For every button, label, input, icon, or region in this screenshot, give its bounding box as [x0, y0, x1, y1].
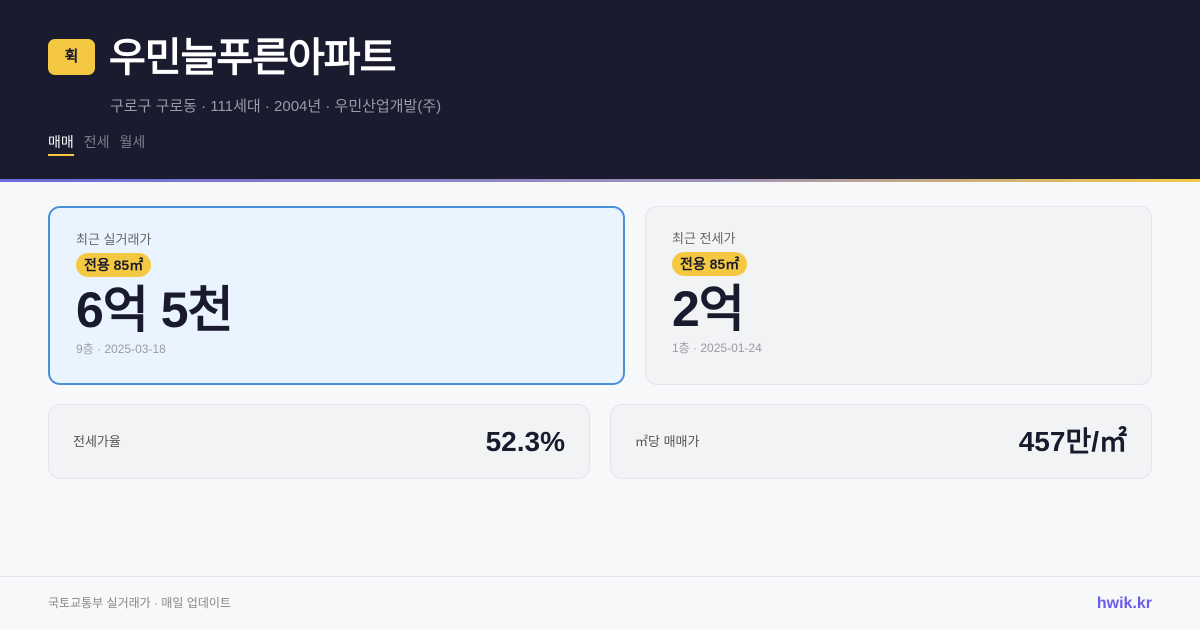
- per-area-value: 457만/㎡: [1018, 425, 1127, 457]
- tab-jeonse[interactable]: 전세: [83, 134, 110, 150]
- page-title: 우민늘푸른아파트: [109, 36, 396, 80]
- accent-divider: [0, 179, 1200, 182]
- deal-type-tabs: 매매 전세 월세: [48, 133, 145, 156]
- price-per-area-card: ㎡당 매매가 457만/㎡: [610, 404, 1152, 479]
- header: 휙 우민늘푸른아파트 구로구 구로동 · 111세대 · 2004년 · 우민산…: [0, 0, 1200, 179]
- tab-sale[interactable]: 매매: [48, 133, 74, 156]
- jeonse-price: 2억: [672, 281, 745, 337]
- recent-jeonse-card: 최근 전세가 전용 85㎡ 2억 1층 · 2025-01-24: [645, 206, 1152, 385]
- sale-meta: 9층 · 2025-03-18: [76, 342, 166, 356]
- per-area-label: ㎡당 매매가: [635, 433, 700, 449]
- area-badge: 전용 85㎡: [76, 253, 152, 277]
- brand-link[interactable]: hwik.kr: [1096, 594, 1152, 612]
- ratio-value: 52.3%: [485, 425, 565, 457]
- apartment-info: 구로구 구로동 · 111세대 · 2004년 · 우민산업개발(주): [110, 98, 442, 115]
- tab-monthly[interactable]: 월세: [119, 134, 146, 150]
- ratio-label: 전세가율: [73, 433, 121, 449]
- logo: 휙: [48, 39, 95, 75]
- jeonse-meta: 1층 · 2025-01-24: [672, 341, 762, 355]
- card-label: 최근 실거래가: [76, 232, 152, 247]
- data-source: 국토교통부 실거래가 · 매일 업데이트: [48, 596, 231, 610]
- jeonse-ratio-card: 전세가율 52.3%: [48, 404, 590, 479]
- card-label: 최근 전세가: [672, 231, 736, 246]
- footer: 국토교통부 실거래가 · 매일 업데이트 hwik.kr: [0, 576, 1200, 630]
- recent-sale-card: 최근 실거래가 전용 85㎡ 6억 5천 9층 · 2025-03-18: [48, 206, 625, 385]
- sale-price: 6억 5천: [76, 282, 234, 338]
- area-badge: 전용 85㎡: [672, 252, 748, 276]
